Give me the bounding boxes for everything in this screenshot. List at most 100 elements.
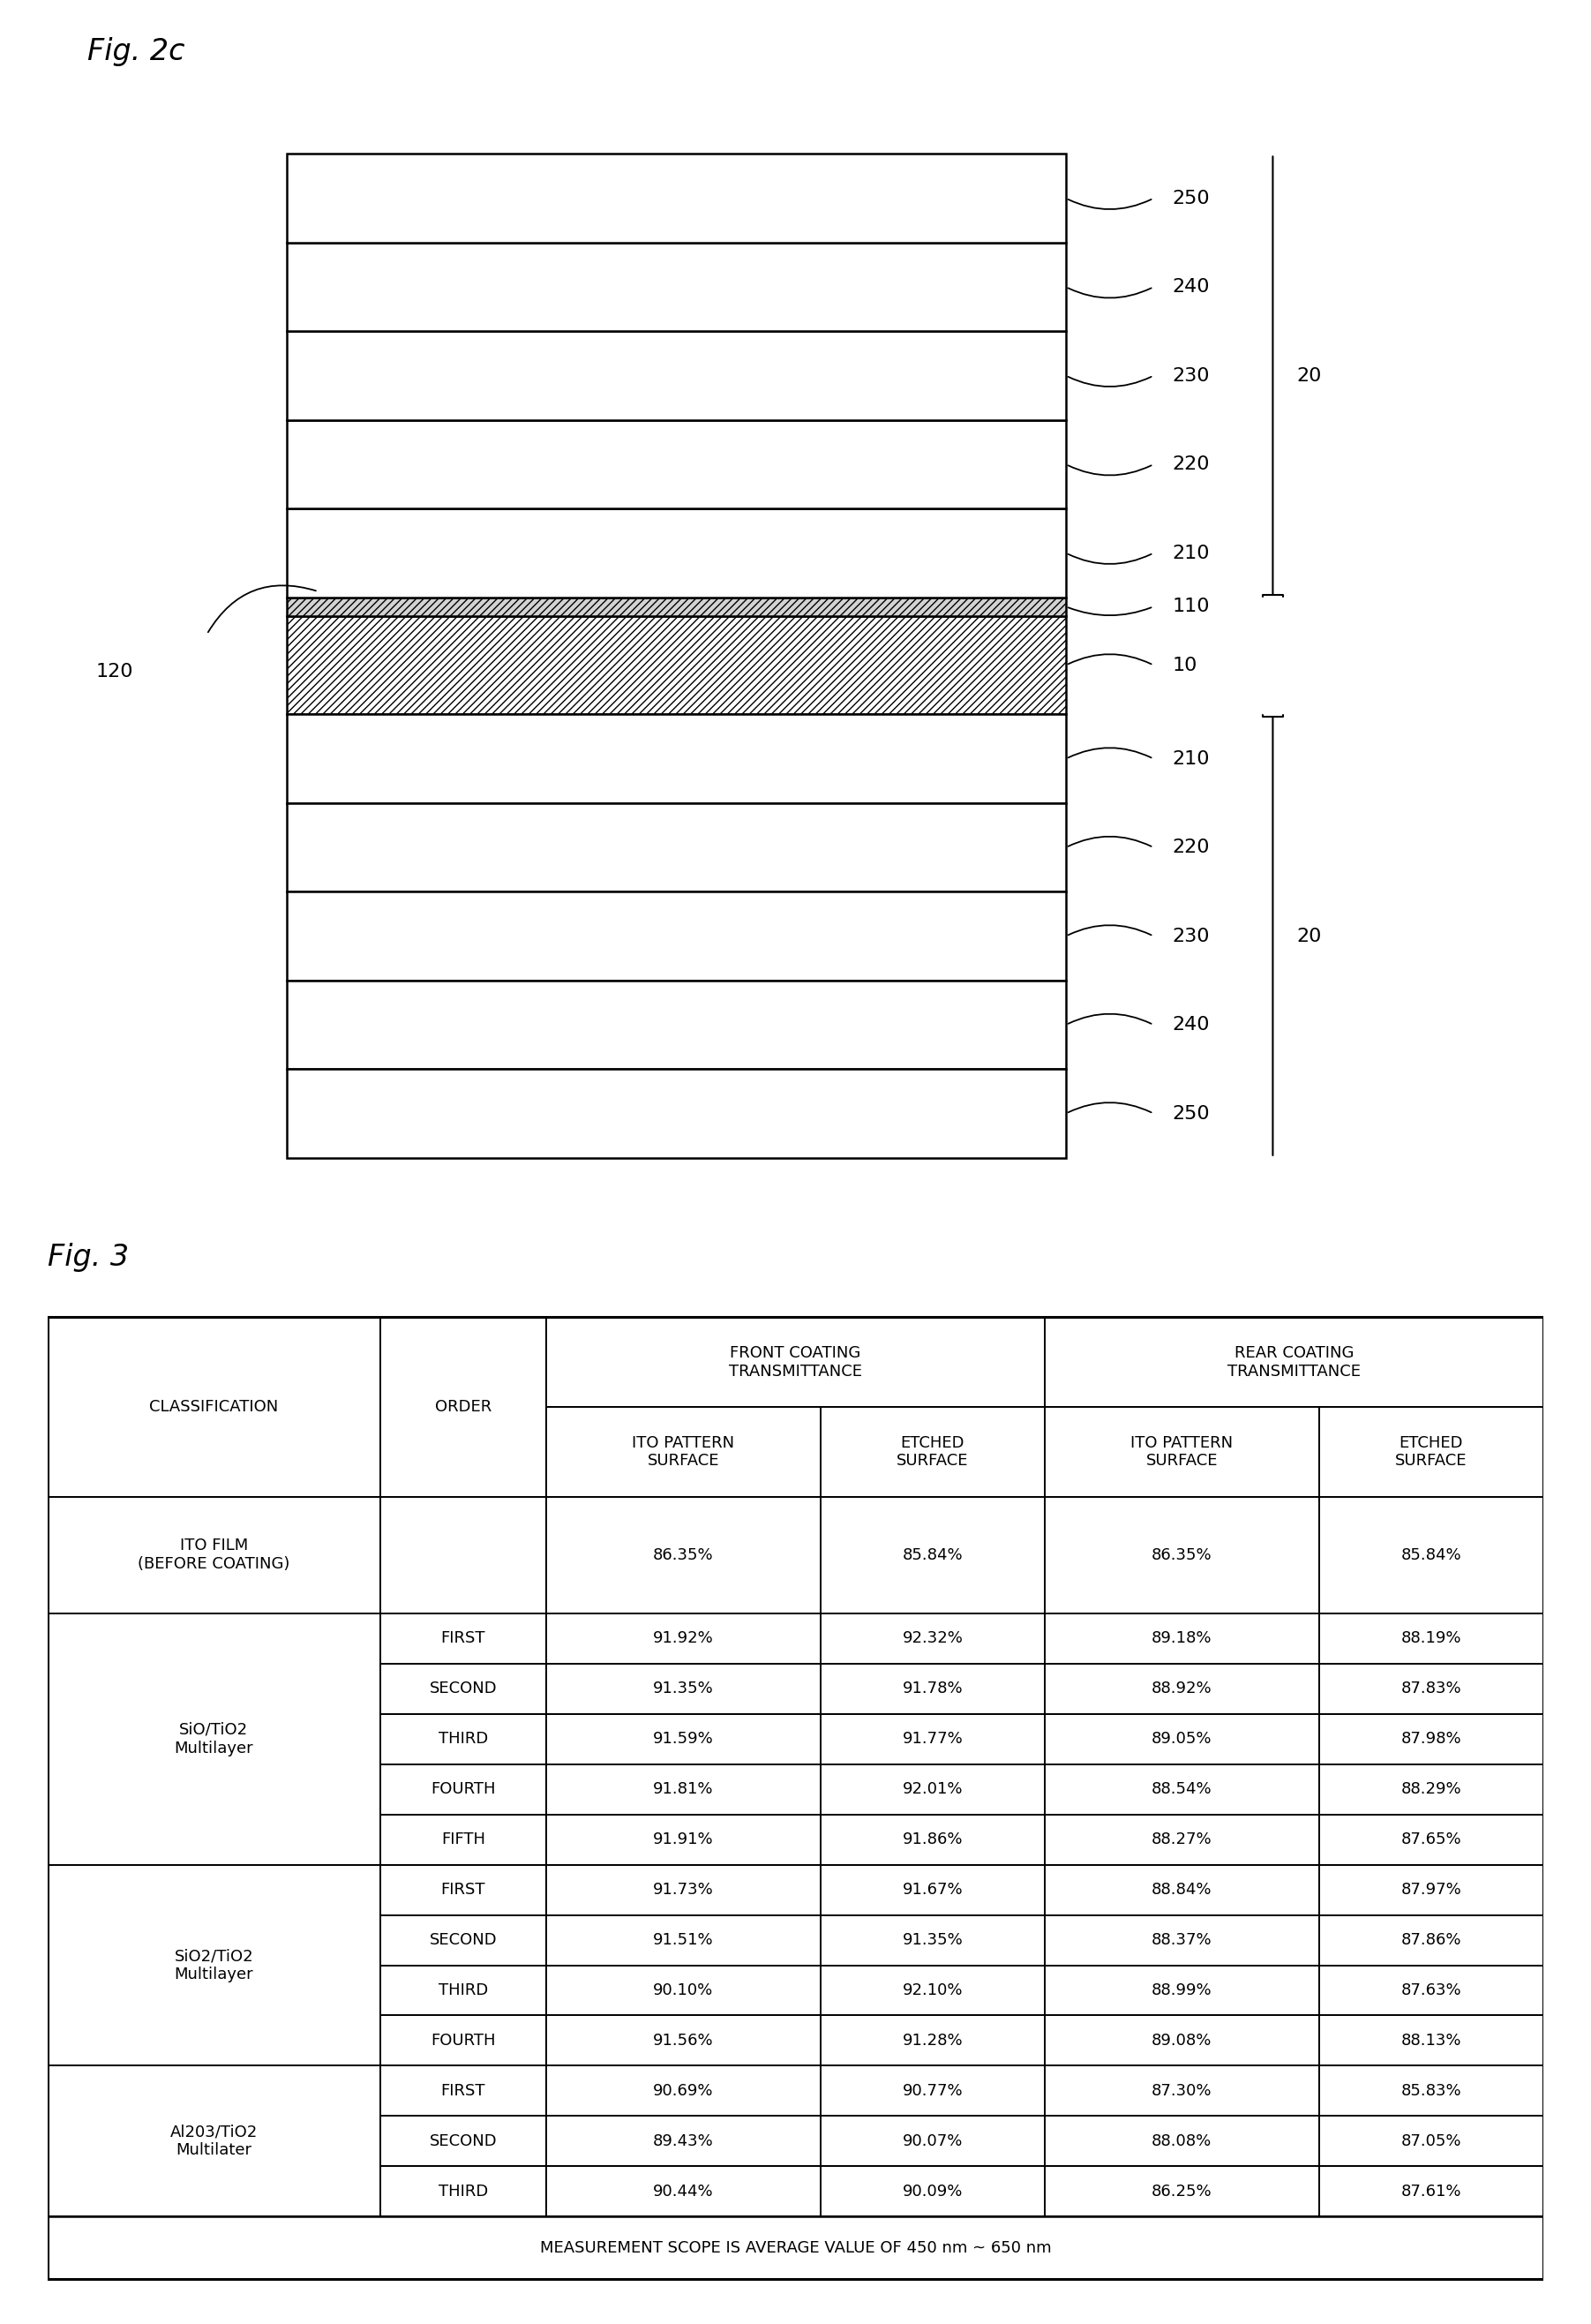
Text: 89.18%: 89.18% <box>1152 1631 1212 1645</box>
Bar <box>380 1318 546 1497</box>
Text: Fig. 2c: Fig. 2c <box>88 37 185 65</box>
Bar <box>1319 1966 1543 2015</box>
Text: ETCHED
SURFACE: ETCHED SURFACE <box>1395 1434 1467 1469</box>
Text: 91.51%: 91.51% <box>652 1931 714 1948</box>
Text: 90.07%: 90.07% <box>902 2133 963 2150</box>
Bar <box>286 597 1066 616</box>
Bar <box>286 242 1066 332</box>
Text: 120: 120 <box>95 662 134 681</box>
Text: 88.54%: 88.54% <box>1152 1783 1212 1796</box>
Bar <box>380 1764 546 1815</box>
Bar <box>1045 1613 1319 1664</box>
Bar <box>821 1664 1045 1713</box>
Bar <box>546 2015 821 2066</box>
Bar <box>380 1966 546 2015</box>
Text: FIRST: FIRST <box>441 1631 485 1645</box>
Text: 86.35%: 86.35% <box>652 1548 714 1564</box>
Bar <box>1045 2117 1319 2166</box>
Bar <box>390 579 485 597</box>
Text: Al203/TiO2
Multilater: Al203/TiO2 Multilater <box>170 2124 258 2159</box>
Bar <box>1045 1664 1319 1713</box>
Text: 87.30%: 87.30% <box>1152 2082 1212 2099</box>
Bar <box>546 1966 821 2015</box>
Bar <box>1045 1764 1319 1815</box>
Text: 89.05%: 89.05% <box>1152 1731 1212 1748</box>
Bar <box>286 1069 1066 1157</box>
Bar <box>1319 1915 1543 1966</box>
Bar <box>380 1713 546 1764</box>
Text: CLASSIFICATION: CLASSIFICATION <box>150 1399 278 1415</box>
Text: 88.29%: 88.29% <box>1400 1783 1462 1796</box>
Text: 20: 20 <box>1297 927 1322 946</box>
Text: ETCHED
SURFACE: ETCHED SURFACE <box>897 1434 969 1469</box>
Bar <box>821 1815 1045 1864</box>
Text: ORDER: ORDER <box>434 1399 492 1415</box>
Bar <box>1045 1815 1319 1864</box>
Bar <box>286 892 1066 981</box>
Bar <box>821 1497 1045 1613</box>
Text: FIFTH: FIFTH <box>441 1831 485 1848</box>
Text: FOURTH: FOURTH <box>431 1783 495 1796</box>
Text: 88.99%: 88.99% <box>1152 1982 1212 1999</box>
Bar <box>380 1815 546 1864</box>
Bar <box>1045 1497 1319 1613</box>
Bar <box>1319 1713 1543 1764</box>
Text: 89.08%: 89.08% <box>1152 2034 1212 2047</box>
Text: 91.35%: 91.35% <box>652 1680 714 1697</box>
Text: THIRD: THIRD <box>439 1731 488 1748</box>
Text: 90.77%: 90.77% <box>902 2082 963 2099</box>
Text: 250: 250 <box>1173 191 1211 207</box>
Text: 91.56%: 91.56% <box>652 2034 714 2047</box>
Text: 91.91%: 91.91% <box>652 1831 714 1848</box>
Bar <box>286 804 1066 892</box>
Bar <box>1045 2015 1319 2066</box>
Text: FIRST: FIRST <box>441 2082 485 2099</box>
Bar <box>380 1613 546 1664</box>
Text: 86.35%: 86.35% <box>1152 1548 1212 1564</box>
Bar <box>1319 1764 1543 1815</box>
Text: SECOND: SECOND <box>430 1931 496 1948</box>
Bar <box>1045 1406 1319 1497</box>
Text: 85.84%: 85.84% <box>1400 1548 1462 1564</box>
Bar <box>546 1664 821 1713</box>
Text: 91.81%: 91.81% <box>654 1783 713 1796</box>
Text: 110: 110 <box>1173 597 1211 616</box>
Text: 210: 210 <box>1173 751 1211 767</box>
Text: 91.86%: 91.86% <box>902 1831 963 1848</box>
Bar <box>1319 2015 1543 2066</box>
Bar <box>821 1966 1045 2015</box>
Bar <box>48 1497 380 1613</box>
Text: 240: 240 <box>1173 279 1211 295</box>
Text: 90.10%: 90.10% <box>654 1982 713 1999</box>
Text: 220: 220 <box>1173 456 1211 474</box>
Bar <box>1319 1864 1543 1915</box>
Bar <box>821 1613 1045 1664</box>
Text: 87.98%: 87.98% <box>1400 1731 1462 1748</box>
Bar <box>821 1915 1045 1966</box>
Text: 91.35%: 91.35% <box>902 1931 963 1948</box>
Text: 92.10%: 92.10% <box>902 1982 963 1999</box>
Bar <box>821 1406 1045 1497</box>
Text: Fig. 3: Fig. 3 <box>48 1243 129 1271</box>
Bar <box>48 1318 380 1497</box>
Bar <box>286 421 1066 509</box>
Bar <box>821 1764 1045 1815</box>
Text: REAR COATING
TRANSMITTANCE: REAR COATING TRANSMITTANCE <box>1227 1346 1360 1378</box>
Bar <box>546 1497 821 1613</box>
Bar <box>546 1613 821 1664</box>
Bar <box>286 153 1066 242</box>
Text: 92.01%: 92.01% <box>902 1783 963 1796</box>
Text: 230: 230 <box>1173 927 1211 946</box>
Bar <box>1045 1915 1319 1966</box>
Text: 20: 20 <box>1297 367 1322 383</box>
Text: 88.92%: 88.92% <box>1152 1680 1212 1697</box>
Bar <box>380 2166 546 2217</box>
Bar <box>821 2015 1045 2066</box>
Bar <box>380 1915 546 1966</box>
Text: 220: 220 <box>1173 839 1211 855</box>
Bar <box>1045 1318 1543 1406</box>
Bar <box>1045 1713 1319 1764</box>
Text: 90.09%: 90.09% <box>902 2185 963 2199</box>
Bar <box>380 1497 546 1613</box>
Bar <box>546 2066 821 2117</box>
